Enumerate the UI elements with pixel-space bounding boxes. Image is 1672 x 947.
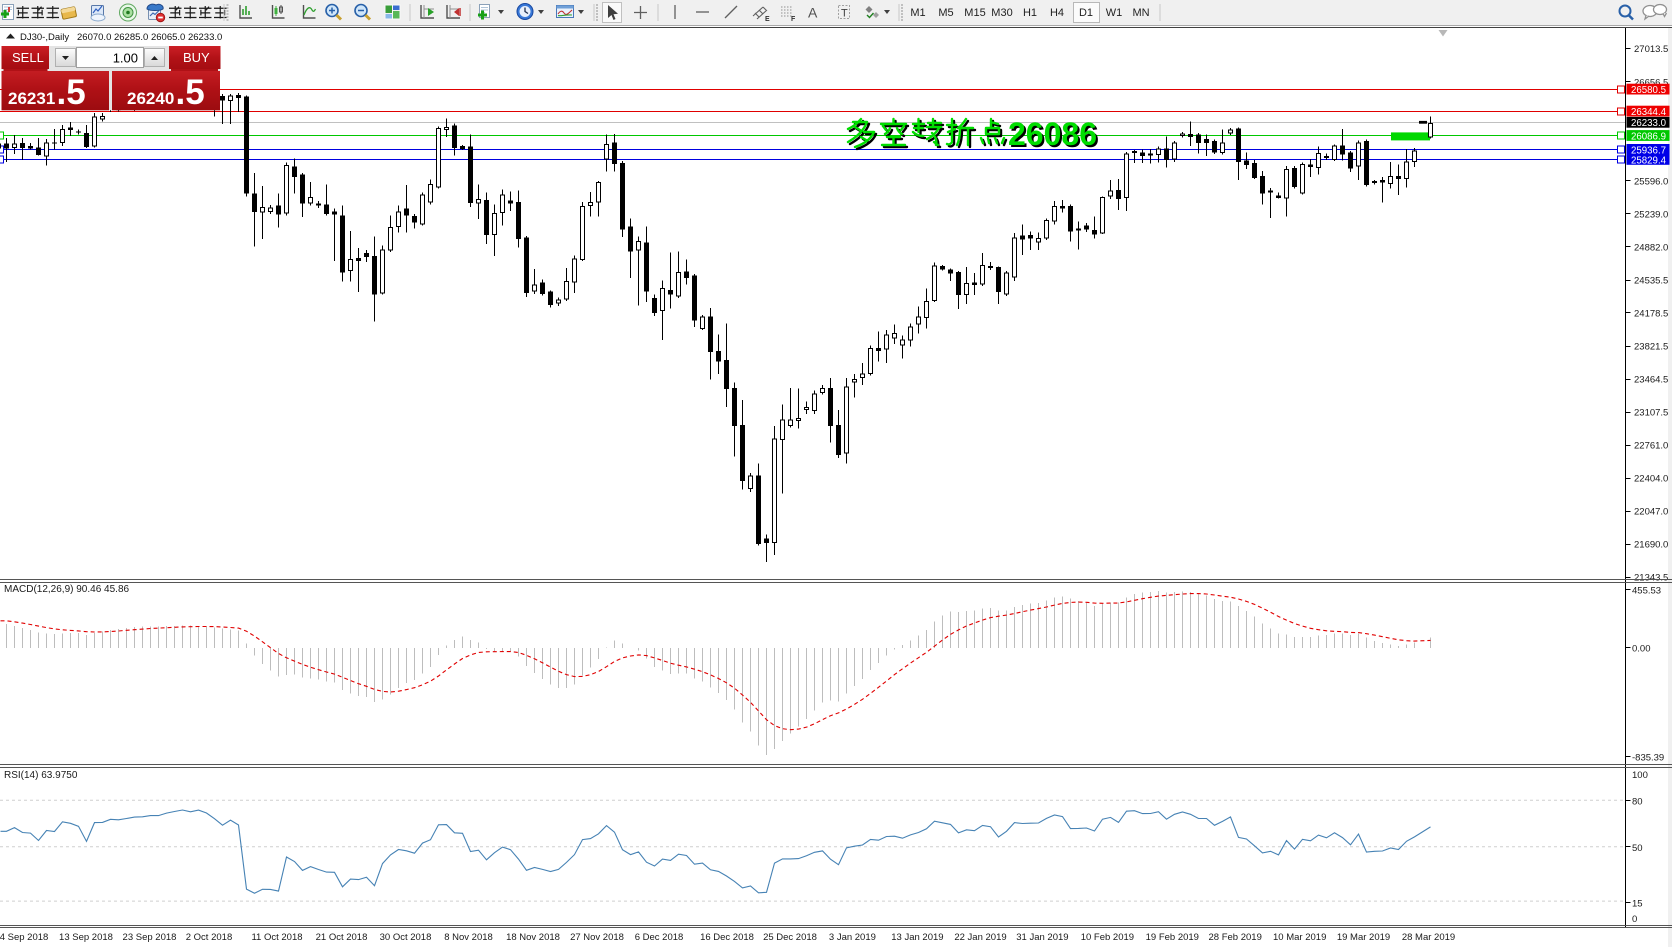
svg-text:.5: .5 [176, 73, 205, 112]
svg-text:26344.4: 26344.4 [1631, 107, 1667, 118]
svg-text:24882.0: 24882.0 [1634, 242, 1668, 253]
svg-text:BUY: BUY [183, 50, 210, 65]
svg-text:3 Jan 2019: 3 Jan 2019 [829, 932, 876, 943]
svg-text:1.00: 1.00 [113, 51, 138, 66]
svg-text:28 Mar 2019: 28 Mar 2019 [1402, 932, 1455, 943]
svg-text:23464.5: 23464.5 [1634, 375, 1668, 386]
svg-text:D1: D1 [1079, 7, 1093, 19]
svg-text:RSI(14) 63.9750: RSI(14) 63.9750 [4, 770, 78, 781]
svg-text:31 Jan 2019: 31 Jan 2019 [1016, 932, 1068, 943]
svg-text:16 Dec 2018: 16 Dec 2018 [700, 932, 754, 943]
svg-text:0: 0 [1632, 914, 1637, 925]
svg-text:13 Sep 2018: 13 Sep 2018 [59, 932, 113, 943]
svg-text:26231: 26231 [8, 89, 55, 108]
svg-text:25936.7: 25936.7 [1631, 145, 1666, 156]
svg-text:22 Jan 2019: 22 Jan 2019 [954, 932, 1006, 943]
svg-text:T: T [841, 8, 848, 20]
svg-text:MACD(12,26,9) 90.46 45.86: MACD(12,26,9) 90.46 45.86 [4, 584, 130, 595]
svg-text:24178.5: 24178.5 [1634, 309, 1668, 320]
svg-text:25 Dec 2018: 25 Dec 2018 [763, 932, 817, 943]
svg-text:26086: 26086 [1010, 118, 1099, 154]
svg-text:26086.9: 26086.9 [1631, 131, 1666, 142]
svg-text:21 Oct 2018: 21 Oct 2018 [316, 932, 368, 943]
svg-text:8 Nov 2018: 8 Nov 2018 [444, 932, 493, 943]
svg-text:22761.0: 22761.0 [1634, 441, 1668, 452]
svg-text:27013.5: 27013.5 [1634, 44, 1668, 55]
svg-text:2 Oct 2018: 2 Oct 2018 [186, 932, 232, 943]
svg-text:50: 50 [1632, 843, 1643, 854]
svg-text:H4: H4 [1050, 7, 1064, 19]
svg-text:23821.5: 23821.5 [1634, 342, 1668, 353]
svg-text:30 Oct 2018: 30 Oct 2018 [380, 932, 432, 943]
svg-text:F: F [791, 16, 796, 23]
svg-text:22404.0: 22404.0 [1634, 474, 1668, 485]
svg-text:MN: MN [1132, 7, 1149, 19]
svg-text:13 Jan 2019: 13 Jan 2019 [891, 932, 943, 943]
svg-text:100: 100 [1632, 770, 1648, 781]
svg-text:E: E [765, 16, 770, 23]
svg-text:26233.0: 26233.0 [1631, 118, 1667, 129]
svg-text:15: 15 [1632, 898, 1643, 909]
svg-text:455.53: 455.53 [1632, 586, 1661, 597]
svg-text:10 Mar 2019: 10 Mar 2019 [1273, 932, 1326, 943]
svg-text:M30: M30 [991, 7, 1012, 19]
svg-text:4 Sep 2018: 4 Sep 2018 [0, 932, 48, 943]
svg-text:21690.0: 21690.0 [1634, 540, 1668, 551]
svg-text:M1: M1 [910, 7, 925, 19]
svg-text:19 Mar 2019: 19 Mar 2019 [1337, 932, 1390, 943]
svg-text:26580.5: 26580.5 [1631, 85, 1666, 96]
svg-text:27 Nov 2018: 27 Nov 2018 [570, 932, 624, 943]
svg-text:25596.0: 25596.0 [1634, 176, 1668, 187]
svg-text:19 Feb 2019: 19 Feb 2019 [1146, 932, 1199, 943]
svg-text:DJ30-,Daily 26070.0 26285.0: DJ30-,Daily 26070.0 26285.0 26065.0 2623… [20, 32, 222, 43]
svg-text:6 Dec 2018: 6 Dec 2018 [635, 932, 684, 943]
svg-text:80: 80 [1632, 796, 1643, 807]
svg-text:A: A [808, 5, 818, 21]
svg-text:-835.39: -835.39 [1632, 753, 1664, 764]
svg-text:24535.5: 24535.5 [1634, 276, 1668, 287]
svg-text:23107.5: 23107.5 [1634, 408, 1668, 419]
svg-text:26656.5: 26656.5 [1634, 77, 1668, 88]
svg-text:10 Feb 2019: 10 Feb 2019 [1081, 932, 1134, 943]
svg-text:W1: W1 [1106, 7, 1123, 19]
svg-text:26240: 26240 [127, 89, 174, 108]
svg-text:M15: M15 [964, 7, 985, 19]
svg-text:25239.0: 25239.0 [1634, 209, 1668, 220]
svg-text:26086: 26086 [1008, 116, 1097, 152]
svg-text:21343.5: 21343.5 [1634, 573, 1668, 584]
svg-text:28 Feb 2019: 28 Feb 2019 [1209, 932, 1262, 943]
svg-text:SELL: SELL [12, 50, 44, 65]
svg-text:11 Oct 2018: 11 Oct 2018 [251, 932, 302, 943]
svg-text:M5: M5 [938, 7, 953, 19]
svg-text:.5: .5 [57, 73, 86, 112]
svg-text:18 Nov 2018: 18 Nov 2018 [506, 932, 560, 943]
svg-text:25829.4: 25829.4 [1631, 155, 1667, 166]
svg-text:22047.0: 22047.0 [1634, 507, 1668, 518]
svg-text:H1: H1 [1023, 7, 1037, 19]
svg-text:0.00: 0.00 [1632, 644, 1651, 655]
svg-text:23 Sep 2018: 23 Sep 2018 [123, 932, 177, 943]
